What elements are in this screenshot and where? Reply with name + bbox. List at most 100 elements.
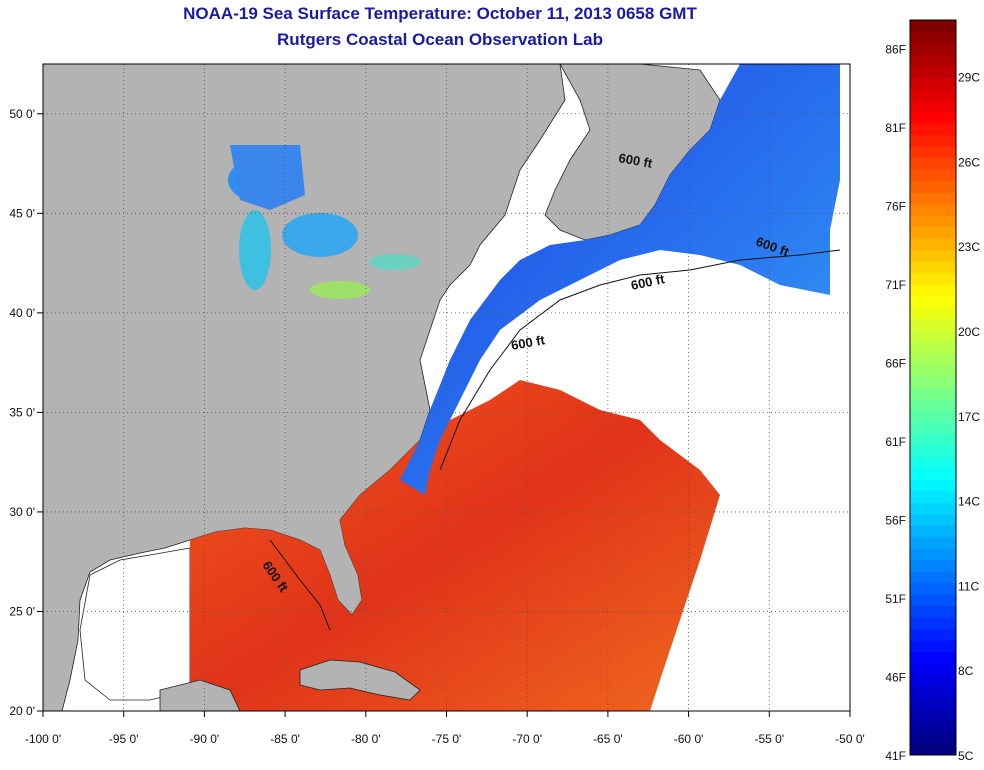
colorbar-band xyxy=(910,295,956,308)
colorbar-celsius-label: 20C xyxy=(958,325,980,339)
land-cuba xyxy=(299,659,421,701)
x-tick-label: -95 0' xyxy=(109,732,139,746)
colorbar-band xyxy=(910,387,956,400)
x-axis: -100 0' -95 0' -90 0' -85 0' -80 0' -75 0' -70… xyxy=(25,711,865,746)
map-subtitle: Rutgers Coastal Ocean Observation Lab xyxy=(277,30,603,49)
colorbar-celsius-label: 26C xyxy=(958,155,980,169)
colorbar-band xyxy=(910,536,956,549)
x-tick-label: -75 0' xyxy=(432,732,462,746)
colorbar-fahrenheit-label: 81F xyxy=(885,121,906,135)
colorbar-band xyxy=(910,111,956,124)
x-tick-label: -65 0' xyxy=(593,732,623,746)
colorbar-fahrenheit-label: 86F xyxy=(885,42,906,56)
colorbar-band xyxy=(910,663,956,676)
x-tick-label: -100 0' xyxy=(25,732,61,746)
colorbar-band xyxy=(910,467,956,480)
colorbar-band xyxy=(910,617,956,630)
colorbar-band xyxy=(910,54,956,67)
colorbar-band xyxy=(910,605,956,618)
colorbar-band xyxy=(910,261,956,274)
colorbar-fahrenheit-label: 41F xyxy=(885,749,906,763)
colorbar-band xyxy=(910,318,956,331)
colorbar-band xyxy=(910,571,956,584)
colorbar-fahrenheit-labels: 86F 81F 76F 71F 66F 61F 56F 51F 46F 41F xyxy=(885,42,906,763)
colorbar-band xyxy=(910,674,956,687)
graticule xyxy=(43,64,850,711)
colorbar-band xyxy=(910,513,956,526)
colorbar-band xyxy=(910,203,956,216)
colorbar-band xyxy=(910,376,956,388)
colorbar-band xyxy=(910,697,956,710)
y-tick-label: 30 0' xyxy=(9,505,35,519)
colorbar-band xyxy=(910,20,956,32)
colorbar-band xyxy=(910,628,956,641)
colorbar-band xyxy=(910,743,956,756)
colorbar-fahrenheit-label: 46F xyxy=(885,670,906,684)
colorbar-band xyxy=(910,456,956,469)
lake-erie xyxy=(310,281,370,299)
colorbar-band xyxy=(910,502,956,515)
colorbar-band xyxy=(910,364,956,377)
colorbar-band xyxy=(910,215,956,228)
contour-label: 600 ft xyxy=(630,271,667,293)
x-tick-label: -80 0' xyxy=(351,732,381,746)
y-tick-label: 45 0' xyxy=(9,206,35,220)
lake-michigan xyxy=(239,210,271,290)
lake-huron xyxy=(282,213,358,257)
land-yucatan xyxy=(159,679,241,711)
colorbar-band xyxy=(910,146,956,159)
lake-ontario xyxy=(369,254,421,270)
colorbar-band xyxy=(910,157,956,170)
y-tick-label: 35 0' xyxy=(9,405,35,419)
colorbar-band xyxy=(910,732,956,745)
colorbar-frame xyxy=(909,19,957,756)
x-tick-label: -60 0' xyxy=(674,732,704,746)
colorbar-band xyxy=(910,525,956,538)
colorbar-band xyxy=(910,686,956,699)
colorbar-band xyxy=(910,433,956,446)
colorbar-band xyxy=(910,651,956,664)
colorbar-celsius-label: 17C xyxy=(958,410,980,424)
x-tick-label: -90 0' xyxy=(190,732,220,746)
warm-water-region xyxy=(190,380,720,711)
colorbar-band xyxy=(910,169,956,182)
hudson-bay-water xyxy=(230,145,305,210)
colorbar-band xyxy=(910,341,956,354)
colorbar-band xyxy=(910,284,956,297)
colorbar-band xyxy=(910,444,956,457)
colorbar-band xyxy=(910,720,956,733)
colorbar-band xyxy=(910,42,956,55)
colorbar-fahrenheit-label: 76F xyxy=(885,199,906,213)
colorbar-band xyxy=(910,548,956,561)
contour-label: 600 ft xyxy=(617,150,654,171)
colorbar-celsius-label: 8C xyxy=(958,664,974,678)
x-tick-label: -55 0' xyxy=(754,732,784,746)
colorbar-band xyxy=(910,226,956,239)
colorbar-fahrenheit-label: 51F xyxy=(885,592,906,606)
colorbar-band xyxy=(910,65,956,78)
y-axis: 20 0' 25 0' 30 0' 35 0' 40 0' 45 0' 50 0' xyxy=(9,107,43,718)
y-tick-label: 50 0' xyxy=(9,107,35,121)
colorbar-band xyxy=(910,192,956,205)
y-tick-label: 25 0' xyxy=(9,604,35,618)
colorbar-band xyxy=(910,330,956,343)
colorbar-band xyxy=(910,479,956,492)
colorbar-fahrenheit-label: 61F xyxy=(885,435,906,449)
colorbar-band xyxy=(910,134,956,147)
colorbar-celsius-label: 14C xyxy=(958,495,980,509)
colorbar-band xyxy=(910,249,956,262)
colorbar-bands xyxy=(910,20,956,756)
colorbar-band xyxy=(910,398,956,411)
colorbar-fahrenheit-label: 56F xyxy=(885,513,906,527)
x-tick-label: -85 0' xyxy=(270,732,300,746)
colorbar-celsius-label: 23C xyxy=(958,240,980,254)
colorbar-band xyxy=(910,307,956,320)
cold-water-north xyxy=(400,64,840,495)
colorbar-band xyxy=(910,100,956,113)
colorbar-band xyxy=(910,88,956,101)
colorbar-band xyxy=(910,180,956,193)
colorbar-band xyxy=(910,640,956,653)
y-tick-label: 40 0' xyxy=(9,306,35,320)
colorbar-band xyxy=(910,410,956,423)
